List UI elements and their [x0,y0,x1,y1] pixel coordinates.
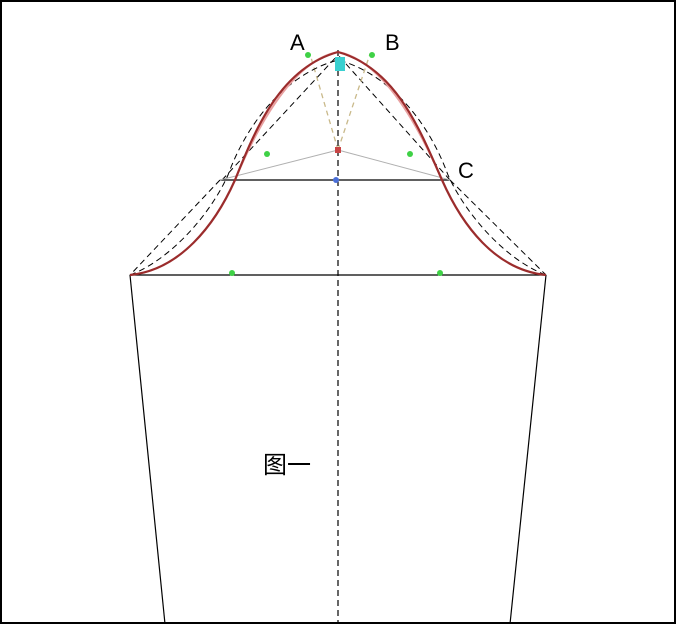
gray-right [338,150,450,180]
point-blue [333,177,339,183]
dash-right-diag [450,180,546,275]
point-green [369,52,375,58]
label-C: C [458,158,474,184]
cyan-marker [335,57,345,71]
label-B: B [385,30,400,56]
point-green [407,151,413,157]
caption: 图一 [263,445,311,480]
label-A: A [290,30,305,56]
point-green [437,270,443,276]
beige-dash-left [310,54,338,150]
point-green [229,270,235,276]
dash-left-up [222,55,338,180]
point-green [305,52,311,58]
sleeve-diagram [0,0,676,624]
point-green [264,151,270,157]
point-red [335,147,341,153]
sleeve-right-side [510,275,546,624]
sleeve-left-side [130,275,165,624]
